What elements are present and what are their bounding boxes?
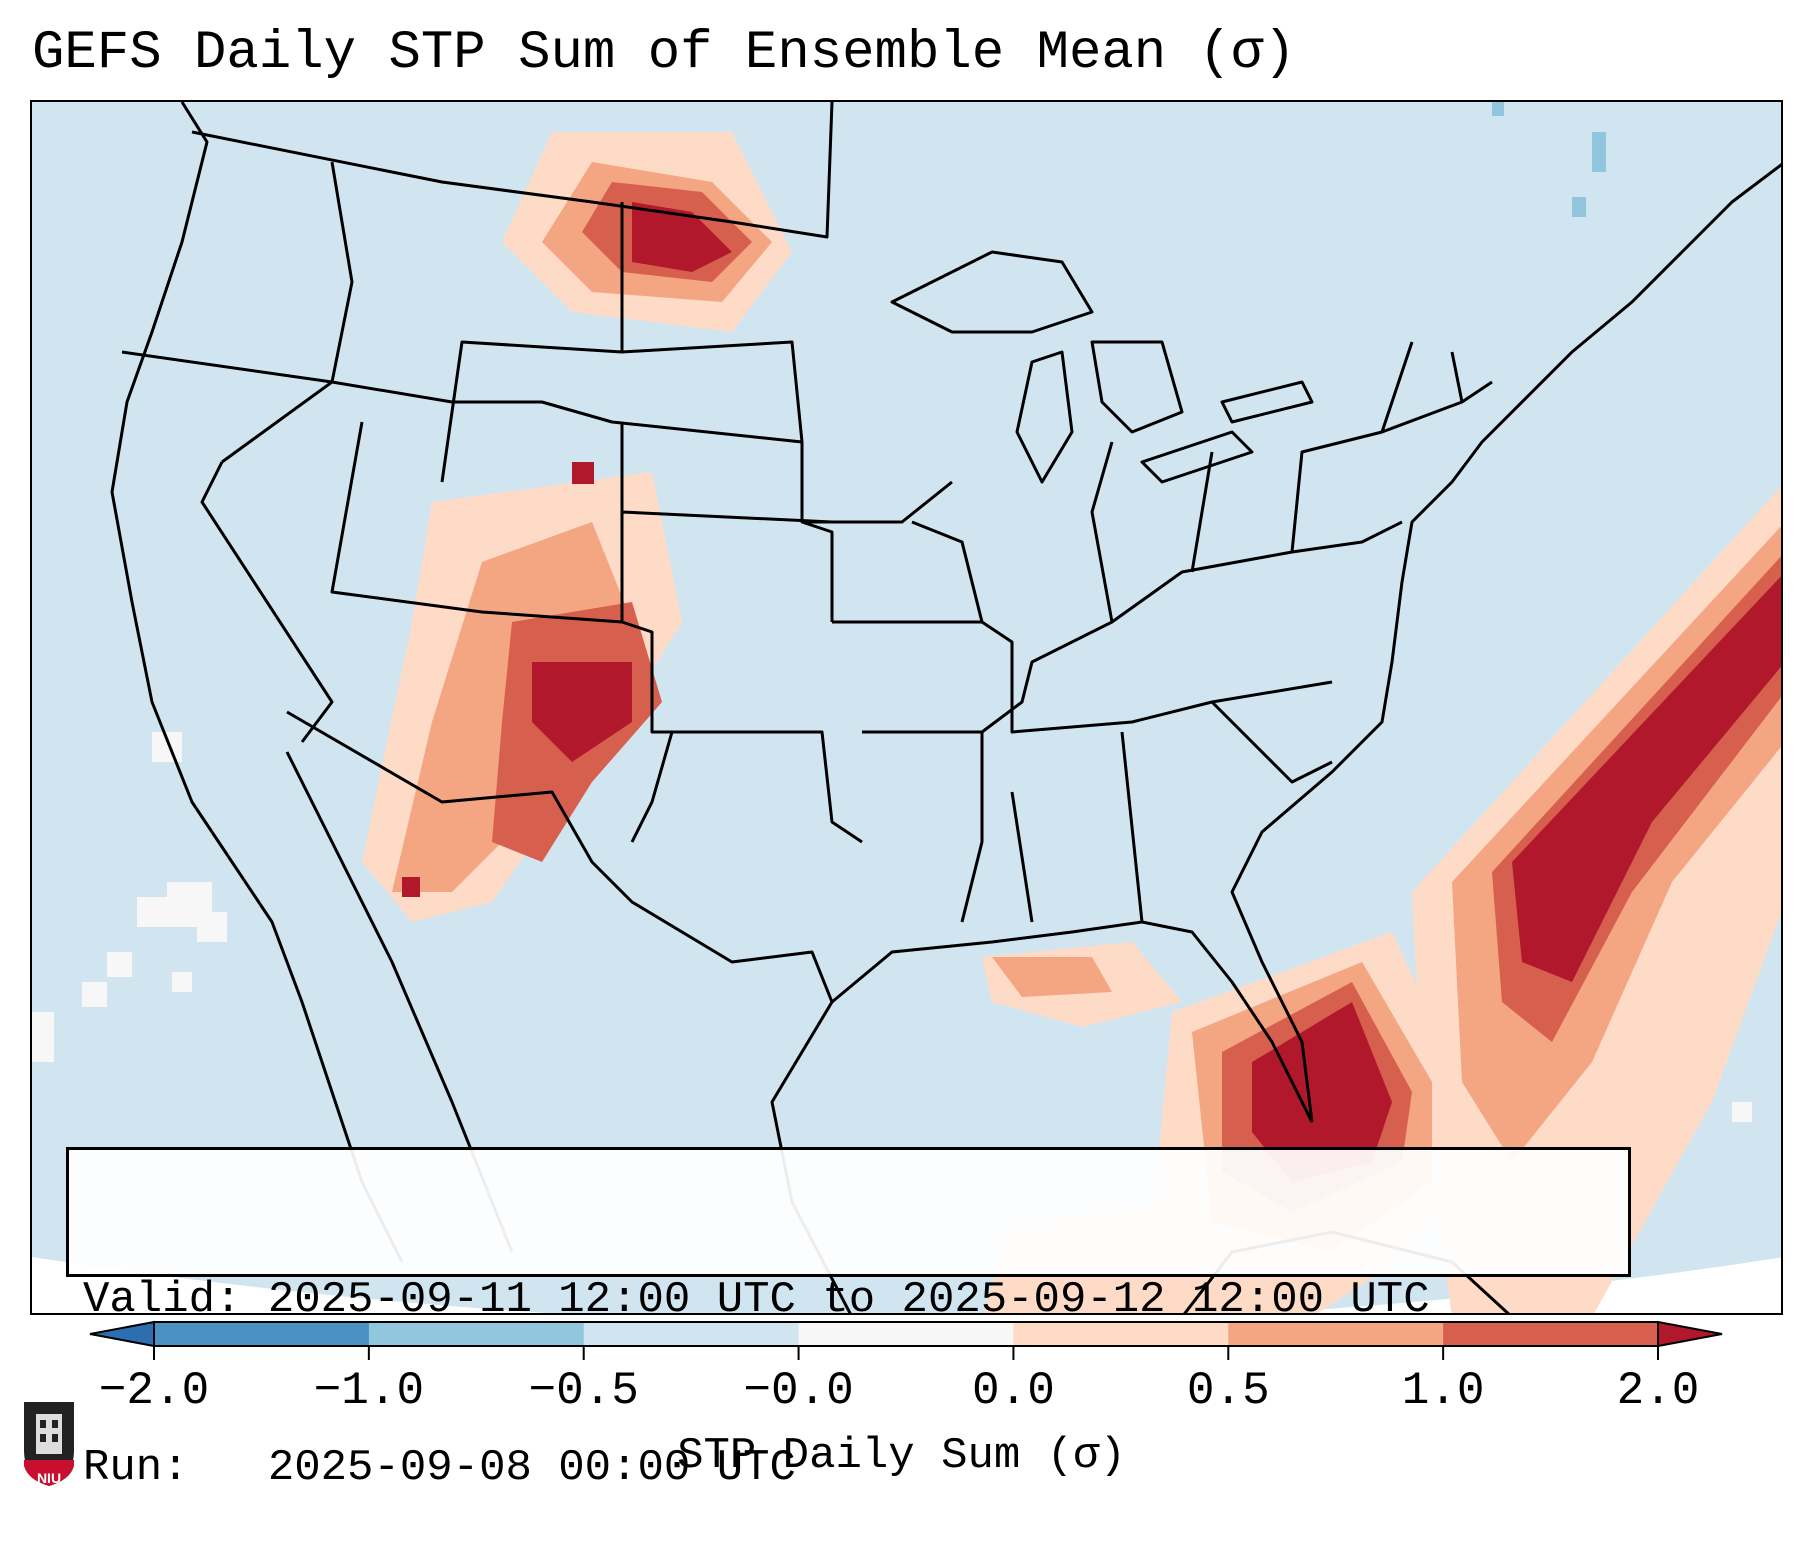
colorbar-extend-low (89, 1320, 155, 1348)
colorbar-tick-label: −0.0 (743, 1365, 854, 1417)
colorbar-tick-label: −1.0 (313, 1365, 425, 1417)
lake-superior (890, 250, 1094, 334)
canada-border (191, 102, 834, 239)
lake-michigan (1015, 350, 1074, 484)
niu-logo: NIU (20, 1390, 78, 1490)
colorbar-segment (1013, 1322, 1229, 1346)
niu-logo-graphic (24, 1402, 74, 1486)
lake-erie (1140, 430, 1254, 484)
gulf-coast (831, 920, 1314, 1123)
colorbar-segment (368, 1322, 585, 1346)
colorbar-segment (154, 1322, 370, 1346)
colorbar-tick-label: 0.5 (1186, 1365, 1270, 1417)
map-title: GEFS Daily STP Sum of Ensemble Mean (σ) (32, 23, 1296, 84)
mexico-border (286, 710, 852, 1313)
colorbar-tick-label: 0.0 (972, 1365, 1055, 1417)
colorbar-tick-label: −0.5 (528, 1365, 639, 1417)
map-canvas (32, 102, 1781, 1313)
negative-anomaly-cells (1492, 102, 1606, 217)
neutral-anomaly-cells (32, 732, 1752, 1122)
info-box: Valid: 2025-09-11 12:00 UTC to 2025-09-1… (66, 1147, 1631, 1493)
colorbar-segment (583, 1322, 800, 1346)
run-time-text: Run: 2025-09-08 00:00 UTC (83, 1443, 796, 1493)
colorbar-segment (798, 1322, 1014, 1346)
lake-huron (1090, 340, 1184, 434)
east-coast (1230, 163, 1781, 1123)
state-lines (121, 161, 1493, 923)
colorbar (89, 1320, 1723, 1360)
colorbar-outline (153, 1321, 1659, 1347)
west-coast (110, 102, 404, 1263)
map-panel (30, 100, 1783, 1315)
valid-time-text: Valid: 2025-09-11 12:00 UTC to 2025-09-1… (83, 1275, 1430, 1325)
colorbar-tick-label: 1.0 (1401, 1365, 1485, 1417)
colorbar-tick-label: −2.0 (98, 1365, 210, 1417)
boundaries (110, 102, 1781, 1313)
niu-logo-text: NIU (36, 1470, 62, 1486)
lake-ontario (1220, 380, 1314, 424)
colorbar-tick-label: 2.0 (1616, 1365, 1700, 1417)
colorbar-extend-high (1657, 1320, 1723, 1348)
colorbar-segment (1228, 1322, 1444, 1346)
positive-anomaly-extreme (402, 202, 1781, 1182)
colorbar-label: STP Daily Sum (σ) (677, 1431, 1126, 1481)
colorbar-segment (1443, 1322, 1659, 1346)
